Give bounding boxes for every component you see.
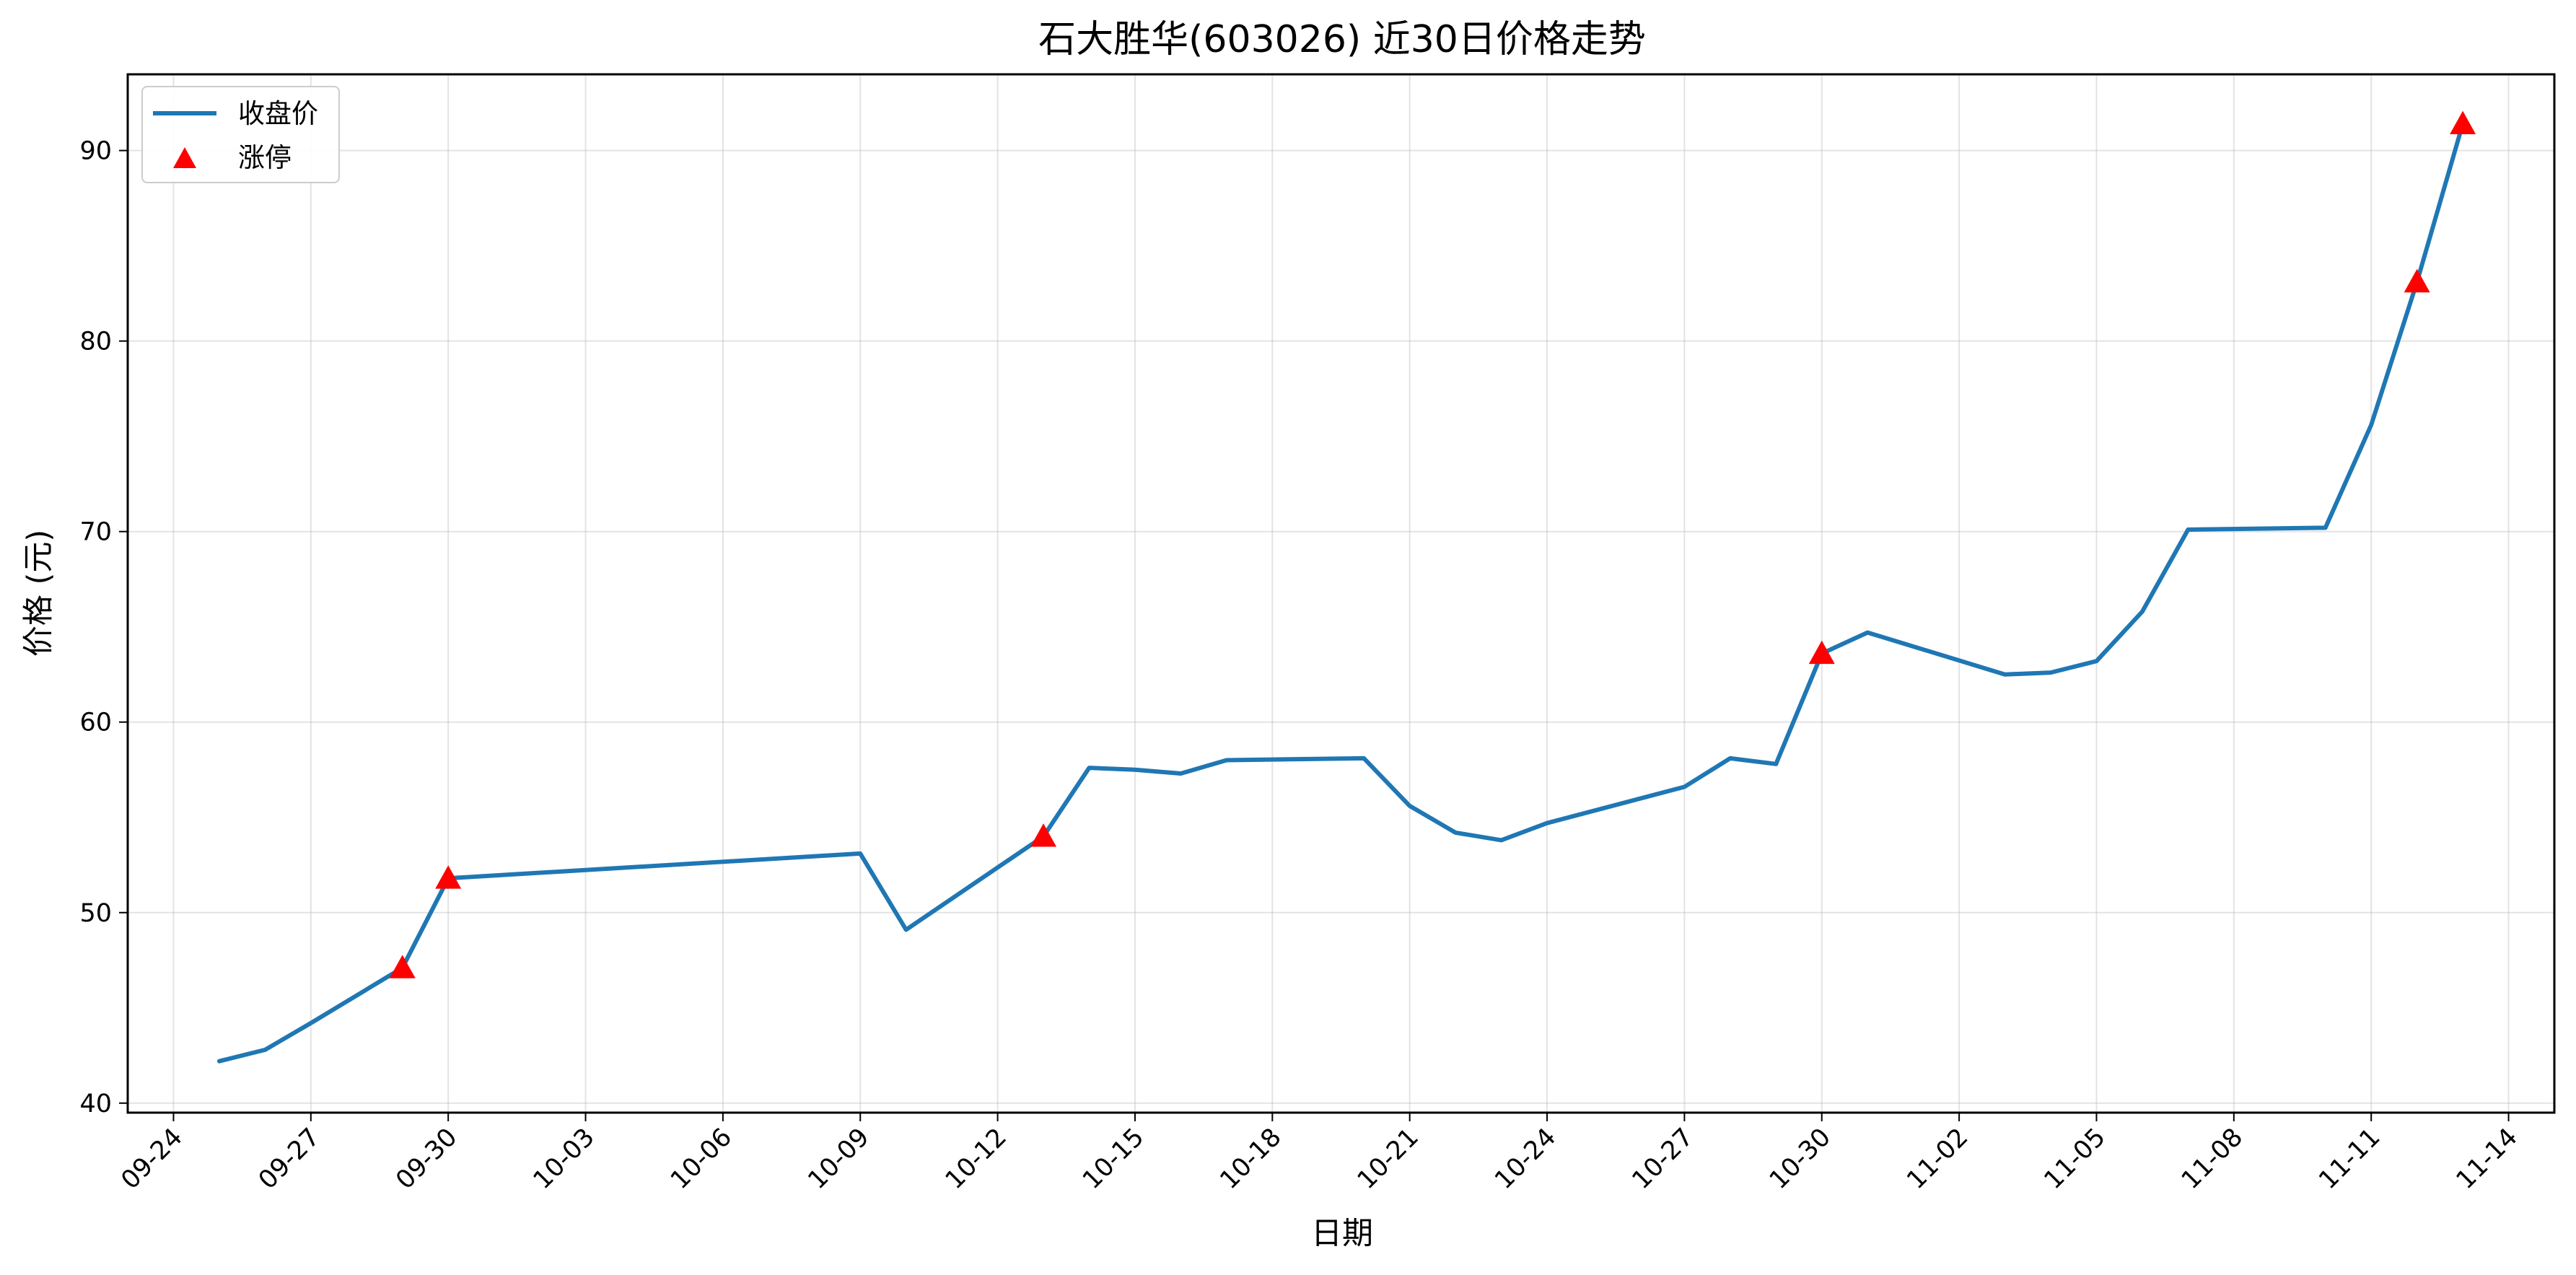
legend-label-limit-up: 涨停	[238, 142, 292, 173]
limit-up-marker	[2404, 268, 2430, 293]
chart-title: 石大胜华(603026) 近30日价格走势	[1038, 18, 1646, 61]
x-axis-label: 日期	[1311, 1216, 1373, 1252]
limit-up-marker	[1808, 640, 1835, 665]
limit-up-marker	[1030, 823, 1057, 847]
y-axis-label: 价格 (元)	[21, 530, 57, 657]
close-price-line	[216, 121, 2466, 1064]
y-tick-label: 90	[79, 137, 112, 166]
y-tick-label: 40	[79, 1090, 112, 1118]
legend: 收盘价 涨停	[141, 86, 340, 183]
y-tick-label: 50	[79, 899, 112, 928]
plot-frame	[126, 73, 2556, 1114]
limit-up-marker	[2450, 110, 2476, 135]
limit-up-marker	[389, 955, 416, 978]
limit-up-marker	[435, 865, 462, 889]
y-tick-label: 80	[79, 328, 112, 356]
legend-frame	[141, 86, 340, 183]
y-tick-label: 60	[79, 709, 112, 737]
series-layer	[216, 110, 2476, 1064]
grid	[128, 74, 2554, 1113]
legend-marker-swatch	[173, 147, 196, 168]
y-tick-label: 70	[79, 518, 112, 547]
legend-label-close: 收盘价	[238, 98, 318, 129]
